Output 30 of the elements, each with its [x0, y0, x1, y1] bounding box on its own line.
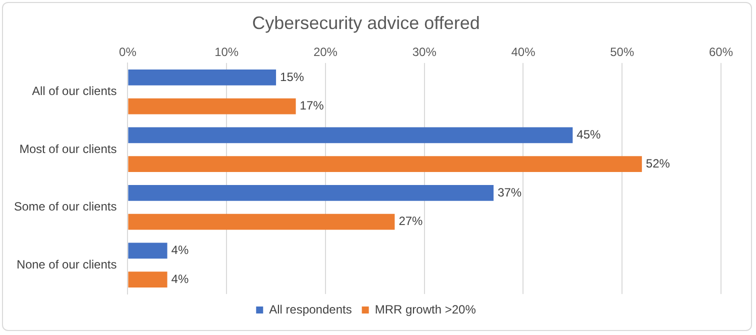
data-label: 27%	[398, 214, 424, 228]
x-tick-label: 10%	[214, 45, 239, 60]
data-label: 37%	[498, 185, 522, 200]
data-label: 52%	[646, 156, 670, 170]
data-label: 17%	[300, 98, 324, 113]
y-tick-label: Some of our clients	[14, 200, 117, 214]
x-tick-label: 50%	[610, 45, 634, 60]
bar	[128, 214, 395, 230]
legend-label: All respondents	[269, 302, 352, 316]
x-tick-label: 40%	[511, 45, 536, 60]
chart-title: Cybersecurity advice offered	[252, 12, 480, 33]
bar	[128, 156, 642, 172]
bar	[128, 272, 168, 288]
data-label: 4%	[171, 272, 189, 286]
y-tick-label: Most of our clients	[19, 142, 117, 156]
bar	[128, 69, 276, 86]
bar	[128, 127, 573, 144]
x-tick-label: 60%	[708, 45, 734, 60]
x-tick-label: 0%	[119, 45, 137, 60]
data-label: 4%	[171, 243, 189, 257]
y-tick-label: None of our clients	[16, 257, 117, 272]
y-tick-label: All of our clients	[32, 84, 117, 98]
bar	[128, 242, 168, 259]
bar	[128, 98, 296, 114]
legend-label: MRR growth >20%	[374, 302, 476, 316]
x-tick-label: 20%	[313, 45, 338, 60]
bar	[128, 184, 494, 201]
data-label: 15%	[280, 70, 304, 84]
data-label: 45%	[576, 128, 602, 142]
x-tick-label: 30%	[412, 45, 437, 60]
